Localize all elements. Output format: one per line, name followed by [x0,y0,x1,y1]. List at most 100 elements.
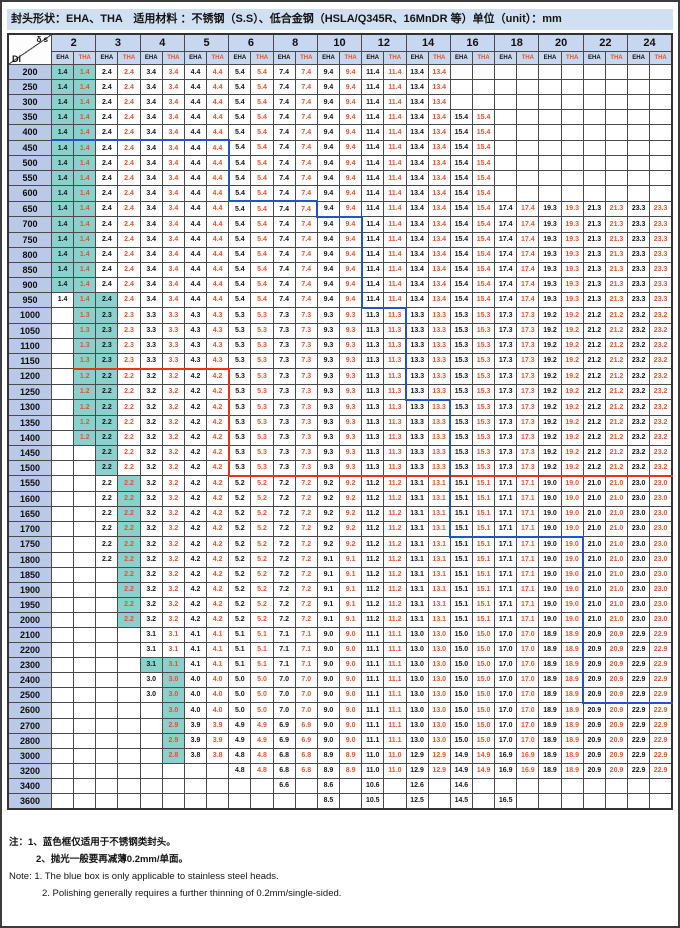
table-cell: 4.2 [206,505,230,522]
table-cell: 4.4 [183,94,208,110]
table-cell: 9.4 [316,185,341,202]
table-cell: 13.0 [427,671,451,688]
table-cell: 2.4 [117,185,141,202]
table-cell: 11.1 [383,717,407,734]
table-cell: 13.3 [427,337,451,354]
table-cell: 23.2 [627,337,651,354]
table-cell: 2.2 [117,429,141,446]
table-cell: 20.9 [604,686,629,703]
table-cell: 21.2 [582,414,606,431]
table-cell: 19.3 [560,291,584,308]
table-cell: 11.3 [361,368,385,385]
table-cell: 2.4 [95,155,119,171]
table-cell: 15.4 [449,291,473,308]
table-cell: 13.4 [405,155,429,171]
table-cell: 7.3 [272,368,296,385]
table-cell: 9.4 [316,124,341,141]
table-cell: 1.2 [73,414,97,431]
data-row: 1100 1.3 2.3 2.3 3.3 3.3 4.3 4.3 5.3 5.3 7.3 7.3 9.3… [7,337,673,354]
data-row: 300 1.4 1.4 2.4 2.4 3.4 3.4 4.4 4.4 5.4 5.4 7.4 7.4 9… [7,94,673,110]
data-row: 2600 3.0 4.0 4.0 5.0 5.0 7.0 7.0 9.0 9.0 11.1 11.1 1… [7,701,673,719]
table-cell: 11.2 [361,520,385,537]
table-cell: 20.9 [604,656,629,673]
table-cell: 3.4 [139,291,163,308]
table-cell: 7.4 [294,109,318,125]
table-cell: 1.2 [73,383,97,400]
table-cell [494,155,518,171]
table-cell: 8.9 [339,747,363,764]
di-label: 1900 [7,581,52,598]
table-cell: 2.2 [117,475,141,492]
table-cell: 7.4 [272,276,296,293]
table-cell: 9.2 [316,505,341,522]
table-cell: 17.3 [494,399,518,416]
table-cell: 4.2 [183,367,208,385]
table-cell: 4.4 [206,231,230,248]
table-cell: 11.1 [361,732,385,749]
table-cell: 19.0 [560,611,585,628]
table-cell: 3.3 [161,307,185,324]
table-cell: 3.4 [161,246,185,263]
table-cell: 13.3 [427,459,452,476]
di-label: 350 [7,109,52,125]
table-cell: 4.2 [206,399,230,416]
tha-col-header: THA [471,51,496,65]
table-cell: 9.0 [316,626,341,643]
table-cell [627,792,651,809]
table-cell: 3.3 [139,352,163,369]
table-cell: 21.0 [604,611,629,628]
data-row: 1700 2.2 2.2 3.2 3.2 4.2 4.2 5.2 5.2 7.2 7.2 9.2 9.2… [7,520,673,537]
table-cell: 4.2 [183,444,208,461]
di-label: 2000 [7,611,52,628]
table-cell: 15.4 [471,291,496,308]
table-cell: 3.1 [161,641,185,658]
table-cell: 22.9 [627,762,651,779]
table-cell: 20.9 [604,717,629,734]
di-label: 2300 [7,656,52,673]
table-cell [516,124,540,141]
table-cell: 13.4 [427,276,451,293]
table-cell: 7.2 [272,581,296,598]
table-cell: 9.3 [339,352,363,369]
table-cell: 3.2 [161,611,185,628]
thickness-col-header: 14 [405,33,451,52]
table-cell [50,671,75,688]
table-cell [50,444,75,461]
table-cell: 20.9 [582,686,606,703]
table-cell: 15.1 [449,505,473,522]
eha-col-header: EHA [582,51,606,65]
table-cell: 5.1 [250,641,274,658]
data-row: 350 1.4 1.4 2.4 2.4 3.4 3.4 4.4 4.4 5.4 5.4 7.4 7.4 9… [7,109,673,125]
table-cell: 19.2 [560,352,584,369]
table-cell: 2.2 [117,367,141,385]
table-cell: 17.4 [516,231,540,248]
table-cell: 17.4 [516,276,540,293]
data-row: 2500 3.0 3.0 4.0 4.0 5.0 5.0 7.0 7.0 9.0 9.0 11.1 11… [7,686,673,703]
table-cell: 9.3 [339,383,363,400]
table-cell [627,185,651,202]
table-cell: 9.4 [316,109,341,125]
table-cell: 7.2 [294,520,318,537]
table-cell: 11.3 [361,306,385,324]
table-cell: 15.3 [449,368,473,385]
table-cell: 5.4 [250,261,274,278]
table-cell: 15.4 [471,200,496,217]
table-cell: 23.0 [627,566,651,583]
table-cell: 13.3 [405,307,429,324]
table-cell: 15.3 [471,307,496,324]
table-cell [73,762,97,779]
table-cell [494,139,518,156]
table-cell [627,124,651,141]
table-cell: 5.3 [250,307,274,324]
di-label: 800 [7,246,52,263]
table-cell [50,429,75,446]
table-cell: 9.0 [339,626,363,643]
table-cell: 6.8 [294,762,318,779]
table-cell: 9.1 [316,611,341,628]
di-label: 1000 [7,307,52,324]
table-cell: 19.2 [538,414,562,431]
table-cell: 10.5 [361,792,385,809]
table-cell: 15.0 [449,732,473,749]
table-cell: 9.3 [316,337,341,354]
table-cell: 9.2 [316,490,341,507]
